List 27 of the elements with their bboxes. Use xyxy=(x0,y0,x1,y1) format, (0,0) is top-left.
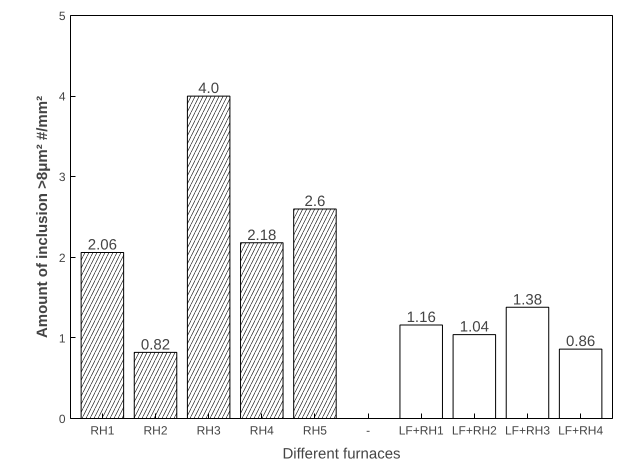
data-label: 1.16 xyxy=(406,309,436,326)
data-label: 1.04 xyxy=(460,318,489,336)
data-label: 2.6 xyxy=(304,192,326,210)
y-axis-title: Amount of inclusion >8μm² #/mm² xyxy=(34,96,51,338)
y-tick-label: 1 xyxy=(58,331,66,346)
x-tick-label: RH5 xyxy=(302,424,328,438)
x-tick-label: - xyxy=(366,424,370,438)
y-tick-label: 4 xyxy=(58,90,66,104)
data-label: 2.06 xyxy=(88,236,117,254)
y-tick-label: 5 xyxy=(58,9,66,23)
x-tick-label: LF+RH1 xyxy=(398,424,444,438)
data-label: 2.18 xyxy=(247,226,276,244)
x-tick-label: RH1 xyxy=(90,424,115,438)
y-tick-label: 3 xyxy=(58,170,66,184)
x-tick-label: LF+RH4 xyxy=(558,424,604,438)
y-tick-label: 0 xyxy=(58,412,66,426)
data-label: 0.82 xyxy=(140,336,170,354)
x-axis-title: Different furnaces xyxy=(282,446,401,462)
x-tick-label: RH2 xyxy=(144,424,168,438)
data-label: 1.38 xyxy=(512,291,542,308)
x-tick-label: RH4 xyxy=(250,424,274,438)
x-tick-label: LF+RH2 xyxy=(452,424,498,438)
data-label: 4.0 xyxy=(198,80,220,98)
x-tick-label: LF+RH3 xyxy=(504,424,550,438)
y-tick-label: 2 xyxy=(58,250,66,265)
data-label: 0.86 xyxy=(566,333,596,350)
x-tick-label: RH3 xyxy=(196,424,221,438)
